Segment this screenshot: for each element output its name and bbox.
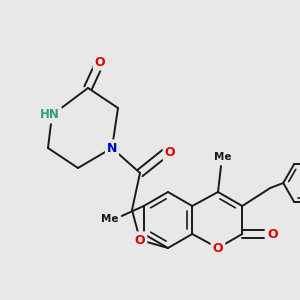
Text: O: O [95,56,105,68]
Text: O: O [135,233,145,247]
Text: Me: Me [101,214,118,224]
Text: O: O [95,56,105,68]
Text: O: O [213,242,223,254]
Text: N: N [107,142,117,154]
Text: Me: Me [214,152,232,162]
Text: O: O [165,146,175,160]
Text: O: O [267,227,278,241]
Text: O: O [213,242,223,254]
Text: HN: HN [40,109,60,122]
Text: O: O [135,233,145,247]
Text: O: O [165,146,175,160]
Text: N: N [107,142,117,154]
Text: HN: HN [40,109,60,122]
Text: O: O [267,227,278,241]
